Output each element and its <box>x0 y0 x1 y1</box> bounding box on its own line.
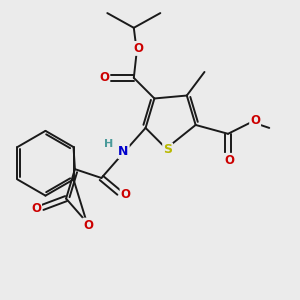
Text: O: O <box>31 202 41 215</box>
Text: H: H <box>104 139 113 149</box>
Text: S: S <box>163 143 172 157</box>
Text: N: N <box>118 145 129 158</box>
Text: O: O <box>224 154 235 167</box>
Text: O: O <box>99 71 110 84</box>
Text: O: O <box>250 114 260 127</box>
Text: O: O <box>121 188 130 201</box>
Text: O: O <box>133 42 143 55</box>
Text: O: O <box>83 219 93 232</box>
